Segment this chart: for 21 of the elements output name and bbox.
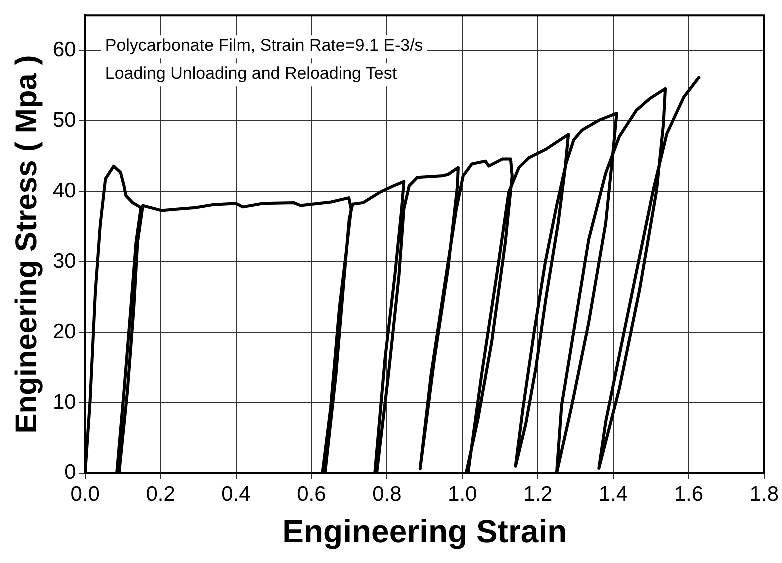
x-tick-label: 1.2 (523, 482, 553, 506)
x-tick-label: 0.4 (222, 482, 252, 506)
x-tick-label: 0.2 (146, 482, 176, 506)
y-tick-label: 0 (64, 461, 76, 484)
x-tick-label: 0.8 (372, 482, 402, 506)
annotation: Loading Unloading and Reloading Test (105, 64, 398, 83)
x-tick-label: 1.0 (448, 482, 478, 506)
y-tick-label: 30 (53, 250, 76, 273)
y-axis-title: Engineering Stress ( Mpa ) (10, 55, 44, 434)
y-tick-label: 50 (53, 109, 76, 132)
y-tick-label: 10 (53, 390, 76, 414)
x-tick-label: 0.6 (297, 482, 326, 506)
x-tick-label: 1.6 (674, 482, 704, 506)
y-tick-label: 60 (53, 38, 76, 62)
x-tick-label: 1.8 (750, 482, 780, 506)
annotation: Polycarbonate Film, Strain Rate=9.1 E-3/s (105, 36, 424, 55)
x-axis-title: Engineering Strain (282, 514, 568, 550)
x-tick-label: 1.4 (598, 482, 628, 506)
x-tick-label: 0.0 (70, 482, 100, 506)
y-tick-label: 40 (53, 179, 76, 202)
y-tick-label: 20 (53, 320, 76, 344)
